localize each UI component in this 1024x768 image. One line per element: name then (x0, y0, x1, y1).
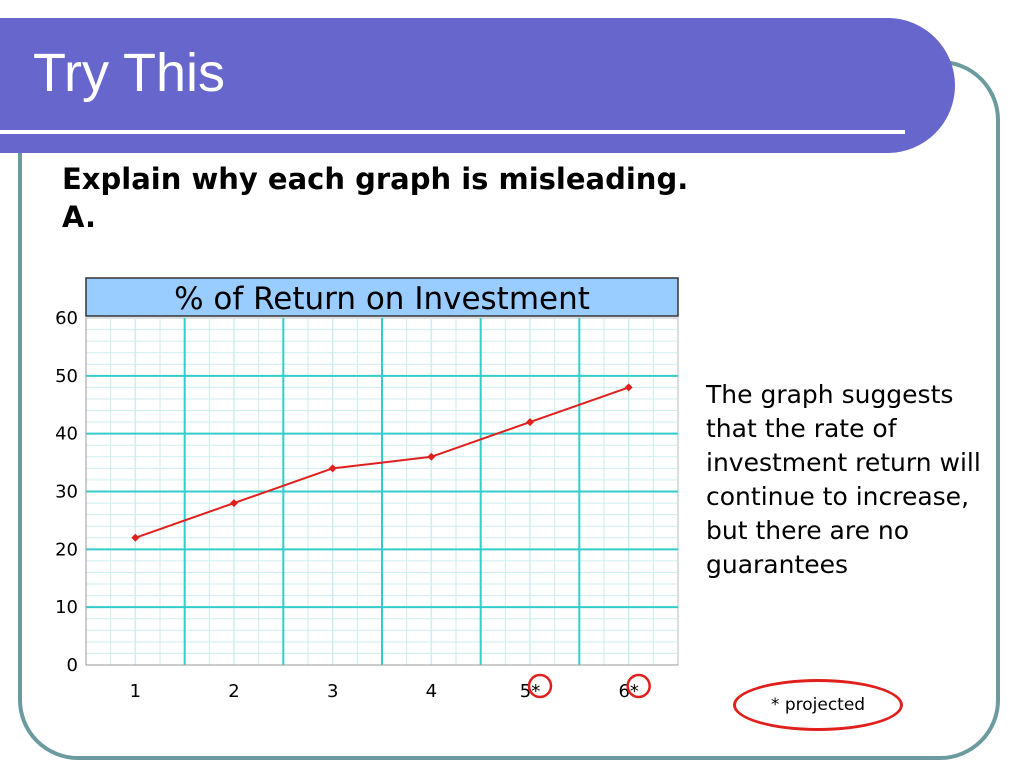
y-tick-label: 0 (67, 655, 78, 676)
projected-note-circle (733, 679, 903, 731)
x-tick-label: 4 (426, 681, 437, 702)
data-point (131, 533, 140, 542)
slide-heading: Explain why each graph is misleading. (62, 162, 689, 196)
projected-highlight-circle (527, 673, 553, 699)
y-tick-label: 60 (55, 308, 78, 329)
y-tick-label: 50 (55, 366, 78, 387)
data-point (624, 383, 633, 392)
y-tick-label: 40 (55, 424, 78, 445)
x-tick-label: 3 (327, 681, 338, 702)
data-point (328, 464, 337, 473)
slide-sublabel: A. (62, 200, 96, 234)
title-underline (0, 130, 905, 134)
y-tick-label: 20 (55, 539, 78, 560)
projected-highlight-circle (626, 673, 651, 699)
series-line (135, 386, 629, 539)
y-tick-label: 10 (55, 597, 78, 618)
data-point (427, 452, 436, 461)
chart-title-box (85, 277, 679, 317)
explanation-text: The graph suggests that the rate of inve… (706, 380, 981, 579)
x-tick-label: 2 (228, 681, 239, 702)
data-point (230, 499, 238, 508)
x-tick-label: 1 (130, 681, 141, 702)
slide-title: Try This (33, 43, 226, 103)
y-tick-label: 30 (55, 482, 78, 503)
chart-title: % of Return on Investment (174, 281, 590, 317)
projected-note: * projected (770, 695, 866, 715)
data-point (526, 418, 534, 427)
